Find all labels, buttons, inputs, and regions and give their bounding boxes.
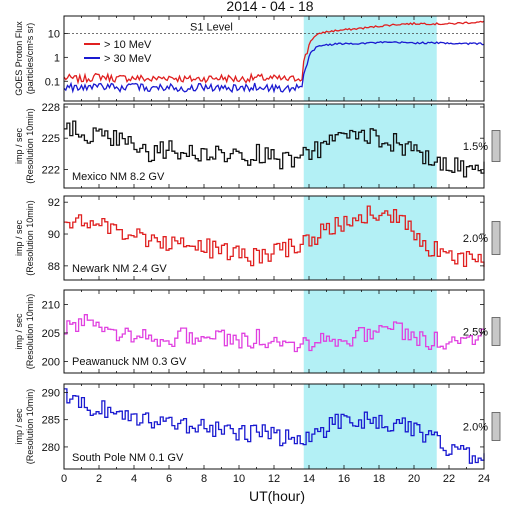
series-line	[64, 120, 485, 178]
series-line	[63, 40, 485, 94]
y-axis-label-units: (Resolution 10min)	[25, 294, 35, 370]
scale-bar-label: 2.0%	[463, 422, 488, 434]
series-line	[64, 314, 485, 353]
x-tick-label: 18	[373, 473, 385, 485]
x-tick-labels: 0 2 4 6 8 10 12 14 16 18 20 22 24	[61, 473, 490, 485]
y-tick-label: 200	[42, 356, 60, 368]
y-tick-label: 1	[54, 52, 60, 64]
x-tick-label: 4	[131, 473, 137, 485]
y-tick-label: 285	[42, 415, 60, 427]
x-tick-label: 22	[443, 473, 455, 485]
y-axis-label-units: (Resolution 10min)	[25, 200, 35, 276]
scale-bar	[491, 412, 501, 441]
y-axis-label: imp / sec	[14, 219, 24, 256]
y-tick-label: 88	[48, 261, 60, 273]
y-axis-label-units: (particles/cm²s sr)	[25, 23, 35, 95]
scale-bar	[491, 221, 501, 255]
series-line	[64, 388, 485, 464]
reference-line-label: S1 Level	[190, 21, 233, 33]
panel-southpole: 280 285 290 imp / sec (Resolution 10min) Sout…	[14, 383, 501, 470]
chart-panels: S1 Level 0.1 1 10 GOES Proton Flux (particles…	[14, 15, 501, 470]
x-tick-label: 14	[303, 473, 315, 485]
station-label: South Pole NM 0.1 GV	[72, 452, 184, 464]
x-tick-label: 2	[96, 473, 102, 485]
panel-peawanuck: 200 205 210 imp / sec (Resolution 10min) Peaw…	[14, 289, 501, 374]
y-tick-label: 222	[42, 164, 60, 176]
x-axis-label: UT(hour)	[249, 488, 305, 504]
figure-title: 2014 - 04 - 18	[226, 0, 313, 14]
x-tick-label: 16	[338, 473, 350, 485]
y-axis-label: imp / sec	[14, 313, 24, 350]
y-tick-label: 0.1	[45, 76, 60, 88]
station-label: Mexico NM 8.2 GV	[72, 171, 165, 183]
shaded-interval	[303, 384, 437, 469]
x-tick-label: 12	[268, 473, 280, 485]
series-line	[63, 20, 485, 85]
x-tick-label: 20	[408, 473, 420, 485]
station-label: Peawanuck NM 0.3 GV	[72, 356, 187, 368]
station-label: Newark NM 2.4 GV	[72, 263, 167, 275]
y-tick-label: 280	[42, 442, 60, 454]
x-tick-label: 8	[201, 473, 207, 485]
legend-label: > 30 MeV	[104, 53, 152, 65]
legend-label: > 10 MeV	[104, 39, 152, 51]
x-tick-label: 24	[478, 473, 490, 485]
scale-bar-label: 2.0%	[463, 233, 488, 245]
y-tick-label: 225	[42, 133, 60, 145]
x-tick-label: 6	[166, 473, 172, 485]
y-tick-label: 92	[48, 197, 60, 209]
panel-newark: 88 90 92 imp / sec (Resolution 10min) Newark …	[14, 195, 501, 281]
y-tick-label: 228	[42, 102, 60, 114]
y-tick-label: 290	[42, 387, 60, 399]
y-axis-label: imp / sec	[14, 408, 24, 445]
y-axis-label-units: (Resolution 10min)	[25, 108, 35, 184]
y-axis-label: imp / sec	[14, 127, 24, 164]
scale-bar	[491, 317, 501, 346]
panel-mexico: 222 225 228 imp / sec (Resolution 10min) Mexi…	[14, 102, 501, 189]
series-line	[64, 205, 485, 268]
shaded-interval	[303, 16, 437, 101]
y-axis-label: GOES Proton Flux	[14, 21, 24, 96]
scale-bar-label: 1.5%	[463, 141, 488, 153]
y-tick-label: 10	[48, 28, 60, 40]
panel-goes: S1 Level 0.1 1 10 GOES Proton Flux (particles…	[14, 15, 485, 102]
y-tick-label: 205	[42, 328, 60, 340]
scale-bar	[491, 130, 501, 162]
x-tick-label: 10	[233, 473, 245, 485]
y-axis-label-units: (Resolution 10min)	[25, 389, 35, 465]
scale-bar-label: 2.5%	[463, 327, 488, 339]
y-tick-label: 210	[42, 299, 60, 311]
x-tick-label: 0	[61, 473, 67, 485]
y-tick-label: 90	[48, 229, 60, 241]
